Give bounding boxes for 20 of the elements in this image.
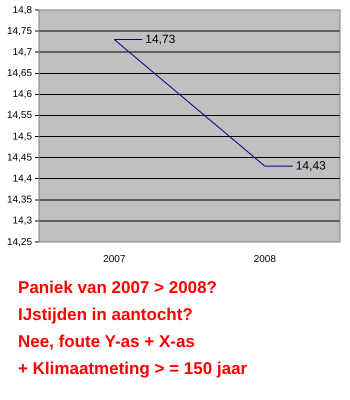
y-tick-label: 14,3	[12, 216, 32, 227]
y-tick-label: 14,7	[12, 46, 32, 58]
y-tick-label: 14,4	[12, 173, 32, 184]
x-tick-label: 2008	[254, 254, 276, 265]
y-tick-label: 14,75	[6, 26, 32, 37]
y-tick-label: 14,8	[12, 4, 32, 16]
data-label: 14,73	[145, 32, 176, 46]
text: + Klimaatmeting > = 150 jaar	[18, 358, 248, 380]
text: Nee, foute Y-as + X-as	[18, 331, 196, 353]
y-tick-label: 14,65	[6, 68, 32, 80]
data-label: 14,43	[296, 158, 326, 172]
y-tick-label: 14,45	[6, 152, 32, 164]
y-tick-label: 14,25	[6, 236, 32, 248]
y-tick-label: 14,5	[12, 131, 32, 142]
y-tick-label: 14,55	[6, 110, 32, 122]
y-tick-label: 14,35	[6, 194, 32, 206]
x-tick-label: 2007	[103, 254, 126, 265]
text: IJstijden in aantocht?	[18, 304, 194, 326]
text: Paniek van 2007 > 2008?	[18, 277, 218, 299]
y-tick-label: 14,6	[12, 89, 32, 100]
